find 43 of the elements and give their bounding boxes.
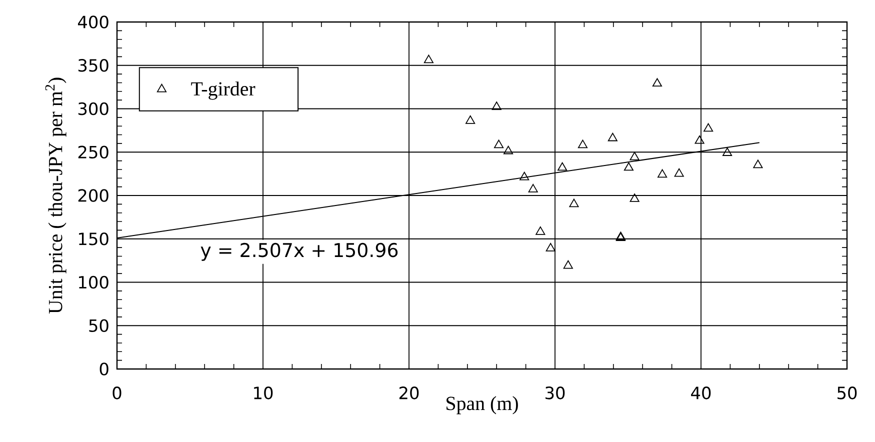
x-tick-label: 40 bbox=[691, 386, 711, 400]
x-axis-title: Span (m) bbox=[446, 396, 518, 414]
point bbox=[492, 102, 502, 110]
y-axis-title: Unit price ( thou-JPY per m$^{2}$) bbox=[45, 78, 66, 314]
point bbox=[722, 148, 732, 156]
y-tick-label: 0 bbox=[100, 362, 108, 376]
x-tick-label: 50 bbox=[838, 386, 857, 400]
point bbox=[694, 135, 704, 144]
point bbox=[630, 152, 640, 160]
point bbox=[424, 54, 434, 64]
point bbox=[624, 162, 634, 171]
point bbox=[546, 242, 556, 252]
y-tick-label: 200 bbox=[78, 189, 108, 202]
point bbox=[528, 184, 538, 192]
point bbox=[578, 140, 588, 148]
point bbox=[563, 260, 573, 269]
point bbox=[753, 160, 763, 168]
point bbox=[630, 194, 640, 202]
y-tick-label: 100 bbox=[79, 276, 108, 289]
y-tick-label: 400 bbox=[78, 16, 108, 28]
x-tick-label: 10 bbox=[254, 386, 273, 400]
point bbox=[569, 198, 579, 208]
y-tick-label: 300 bbox=[78, 102, 108, 116]
x-tick-label: 30 bbox=[546, 386, 565, 400]
y-tick-label: 350 bbox=[78, 58, 108, 72]
x-tick-label: 0 bbox=[112, 386, 122, 400]
y-tick-label: 50 bbox=[89, 319, 108, 332]
point bbox=[494, 140, 504, 148]
point bbox=[536, 226, 546, 235]
y-tick-label: 250 bbox=[78, 146, 108, 159]
annotation: y = 2.507x + 150.96 bbox=[200, 242, 398, 261]
point bbox=[608, 132, 618, 142]
point bbox=[674, 168, 684, 177]
point bbox=[520, 172, 530, 180]
point bbox=[504, 146, 514, 154]
point bbox=[558, 162, 568, 171]
x-tick-label: 20 bbox=[399, 386, 419, 400]
legend-label: T-girder bbox=[191, 82, 256, 100]
point bbox=[704, 123, 714, 132]
y-tick-label: 150 bbox=[79, 232, 108, 246]
point bbox=[658, 169, 668, 178]
point bbox=[652, 78, 662, 87]
point bbox=[466, 115, 476, 124]
